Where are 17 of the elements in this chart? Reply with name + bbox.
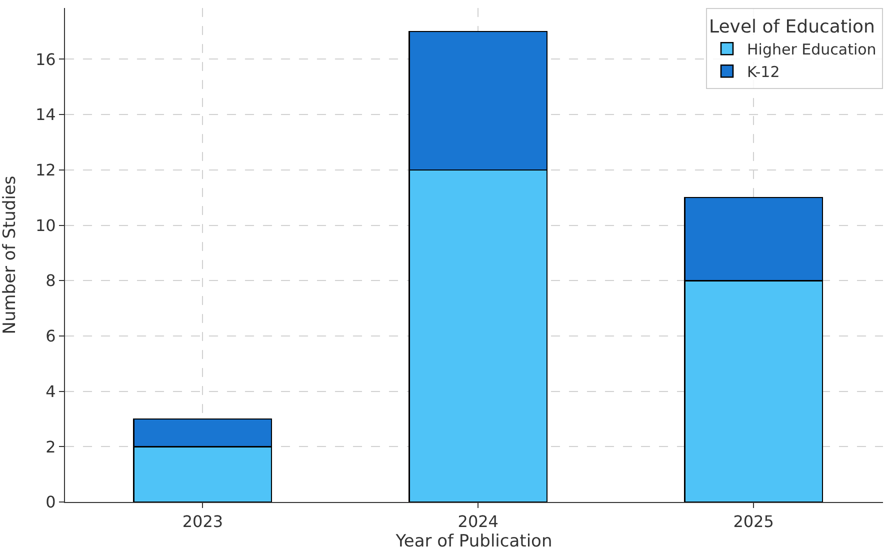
y-tick-label: 12 — [35, 160, 56, 180]
x-tick-label: 2023 — [182, 512, 224, 532]
y-tick-label: 16 — [35, 50, 56, 69]
x-axis-title: Year of Publication — [394, 532, 552, 552]
y-tick-label: 0 — [46, 492, 56, 512]
y-tick-label: 6 — [46, 326, 56, 346]
legend-label: Higher Education — [747, 40, 876, 58]
y-tick-label: 14 — [35, 105, 56, 124]
y-tick-label: 10 — [35, 216, 56, 235]
x-tick-label: 2025 — [733, 512, 774, 532]
legend-label: K-12 — [747, 63, 780, 81]
y-axis-title: Number of Studies — [0, 176, 20, 334]
legend-title: Level of Education — [709, 16, 875, 38]
y-tick-label: 2 — [46, 437, 56, 456]
x-tick-label: 2024 — [458, 512, 498, 532]
y-tick-label: 8 — [46, 271, 56, 290]
y-tick-label: 4 — [46, 382, 56, 401]
